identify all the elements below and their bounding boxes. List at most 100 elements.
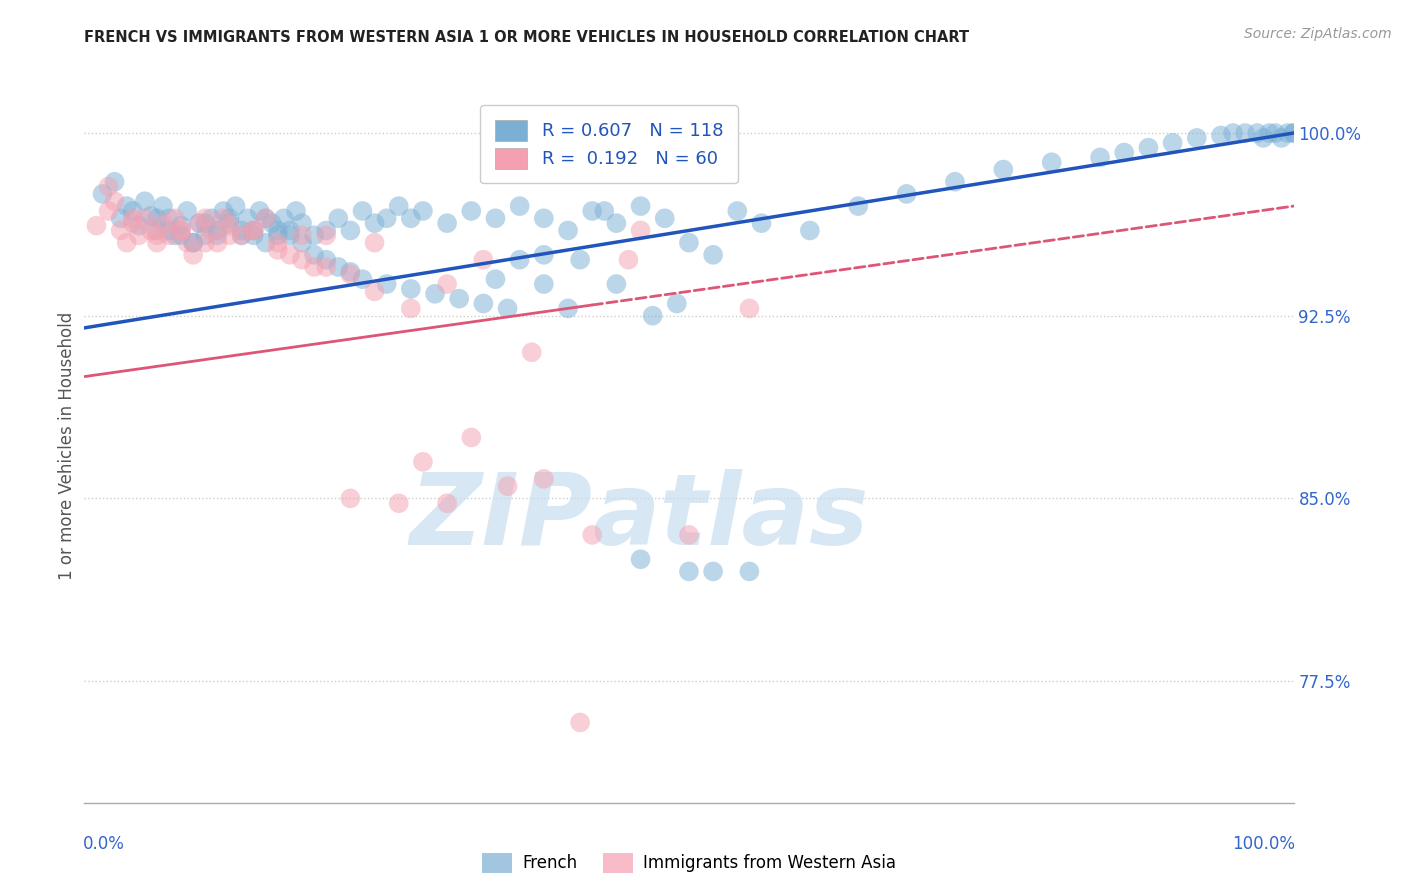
Point bbox=[194, 235, 217, 250]
Point bbox=[278, 248, 301, 262]
Point bbox=[1246, 126, 1268, 140]
Text: Source: ZipAtlas.com: Source: ZipAtlas.com bbox=[1244, 27, 1392, 41]
Point bbox=[1282, 126, 1305, 140]
Point bbox=[846, 199, 869, 213]
Point bbox=[1270, 131, 1292, 145]
Point bbox=[363, 235, 385, 250]
Point bbox=[302, 248, 325, 262]
Point bbox=[399, 301, 422, 316]
Point bbox=[533, 472, 555, 486]
Point bbox=[291, 216, 314, 230]
Point bbox=[278, 228, 301, 243]
Point bbox=[533, 248, 555, 262]
Point bbox=[533, 211, 555, 226]
Point bbox=[1209, 128, 1232, 143]
Point bbox=[194, 216, 217, 230]
Point bbox=[170, 219, 193, 233]
Point bbox=[121, 211, 143, 226]
Point bbox=[302, 228, 325, 243]
Point bbox=[157, 228, 180, 243]
Point bbox=[520, 345, 543, 359]
Point bbox=[896, 186, 918, 201]
Point bbox=[91, 186, 114, 201]
Point bbox=[751, 216, 773, 230]
Point bbox=[146, 223, 169, 237]
Point bbox=[460, 204, 482, 219]
Point bbox=[181, 235, 204, 250]
Point bbox=[165, 211, 187, 226]
Point bbox=[218, 216, 240, 230]
Point bbox=[97, 204, 120, 219]
Point bbox=[641, 309, 664, 323]
Point bbox=[152, 216, 174, 230]
Point bbox=[121, 216, 143, 230]
Point bbox=[302, 260, 325, 274]
Point bbox=[207, 235, 229, 250]
Point bbox=[176, 235, 198, 250]
Point bbox=[702, 565, 724, 579]
Point bbox=[738, 565, 761, 579]
Point bbox=[139, 209, 162, 223]
Point bbox=[200, 223, 222, 237]
Point bbox=[165, 228, 187, 243]
Point bbox=[267, 235, 290, 250]
Point bbox=[249, 204, 271, 219]
Point bbox=[104, 175, 127, 189]
Point bbox=[472, 252, 495, 267]
Point bbox=[1161, 136, 1184, 150]
Point bbox=[375, 211, 398, 226]
Point bbox=[388, 199, 411, 213]
Point bbox=[472, 296, 495, 310]
Point bbox=[617, 252, 640, 267]
Point bbox=[339, 268, 361, 282]
Point bbox=[399, 211, 422, 226]
Point bbox=[273, 211, 295, 226]
Text: 100.0%: 100.0% bbox=[1232, 835, 1295, 853]
Point bbox=[225, 199, 247, 213]
Point bbox=[725, 204, 748, 219]
Point bbox=[605, 277, 627, 291]
Point bbox=[181, 248, 204, 262]
Point bbox=[533, 277, 555, 291]
Point bbox=[509, 252, 531, 267]
Point bbox=[484, 272, 506, 286]
Point bbox=[557, 223, 579, 237]
Point bbox=[423, 286, 446, 301]
Point bbox=[218, 211, 240, 226]
Point bbox=[188, 216, 211, 230]
Point bbox=[1114, 145, 1136, 160]
Point bbox=[207, 228, 229, 243]
Point bbox=[557, 301, 579, 316]
Point bbox=[134, 211, 156, 226]
Point bbox=[702, 248, 724, 262]
Point bbox=[218, 228, 240, 243]
Point bbox=[569, 252, 592, 267]
Point bbox=[315, 228, 337, 243]
Point bbox=[181, 235, 204, 250]
Point bbox=[97, 179, 120, 194]
Point bbox=[315, 252, 337, 267]
Point bbox=[115, 235, 138, 250]
Point bbox=[328, 260, 350, 274]
Point bbox=[449, 292, 471, 306]
Point bbox=[363, 285, 385, 299]
Point bbox=[630, 552, 652, 566]
Point bbox=[678, 528, 700, 542]
Point bbox=[1253, 131, 1275, 145]
Point bbox=[128, 228, 150, 243]
Point bbox=[254, 211, 277, 226]
Point bbox=[581, 204, 603, 219]
Text: FRENCH VS IMMIGRANTS FROM WESTERN ASIA 1 OR MORE VEHICLES IN HOUSEHOLD CORRELATI: FRENCH VS IMMIGRANTS FROM WESTERN ASIA 1… bbox=[84, 29, 970, 45]
Point bbox=[170, 223, 193, 237]
Text: 0.0%: 0.0% bbox=[83, 835, 125, 853]
Point bbox=[436, 496, 458, 510]
Point bbox=[152, 199, 174, 213]
Point bbox=[1185, 131, 1208, 145]
Point bbox=[460, 430, 482, 444]
Point bbox=[121, 204, 143, 219]
Point bbox=[1222, 126, 1244, 140]
Point bbox=[267, 243, 290, 257]
Point bbox=[605, 216, 627, 230]
Point bbox=[146, 211, 169, 226]
Point bbox=[1277, 126, 1299, 140]
